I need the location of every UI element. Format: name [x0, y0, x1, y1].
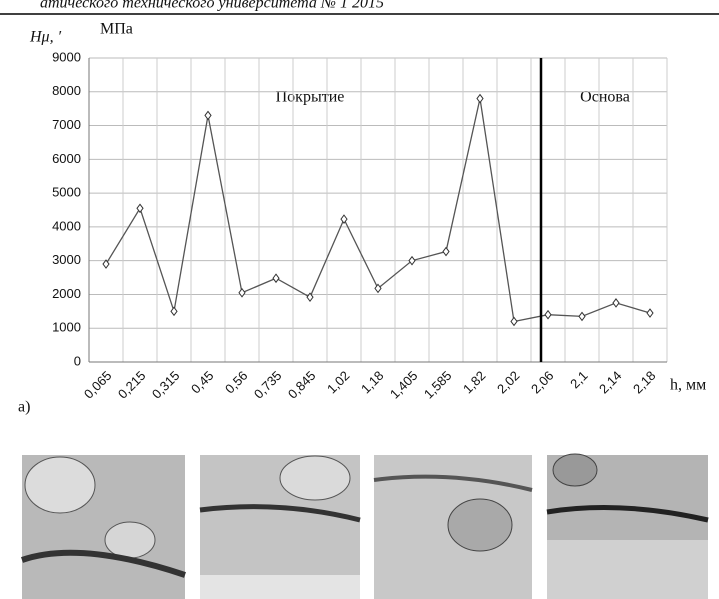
annotation: Основа	[580, 89, 630, 106]
x-tick-label: 0,56	[222, 368, 251, 397]
x-tick-label: 2,02	[494, 368, 523, 397]
x-label: h, мм	[670, 377, 706, 394]
marker	[578, 311, 586, 322]
marker	[306, 292, 314, 302]
particle	[24, 456, 96, 514]
pore	[373, 474, 533, 492]
y-tick-label: 8000	[52, 83, 81, 98]
x-tick-label: 1,585	[421, 368, 455, 402]
marker	[374, 283, 382, 294]
x-tick-label: 0,315	[149, 368, 183, 402]
annotation: Покрытие	[276, 89, 345, 106]
y-tick-label: 6000	[52, 151, 81, 166]
x-tick-label: 0,45	[188, 368, 217, 397]
pore	[546, 505, 709, 523]
pore	[199, 504, 361, 523]
marker	[238, 287, 246, 298]
marker	[408, 255, 416, 266]
panel-label: а)	[18, 399, 30, 416]
x-tick-label: 2,1	[567, 368, 590, 391]
marker	[646, 308, 654, 318]
y-unit: МПа	[100, 21, 133, 38]
x-tick-label: 0,215	[115, 368, 149, 402]
x-tick-label: 0,735	[251, 368, 285, 402]
y-tick-label: 1000	[52, 320, 81, 335]
x-tick-label: 1,82	[460, 368, 489, 397]
y-tick-label: 5000	[52, 185, 81, 200]
marker	[476, 93, 484, 104]
marker	[340, 214, 348, 224]
x-tick-label: 0,845	[285, 368, 319, 402]
y-tick-label: 4000	[52, 218, 81, 233]
substrate	[200, 575, 360, 599]
y-tick-label: 9000	[52, 49, 81, 64]
marker	[510, 316, 518, 327]
marker	[102, 259, 110, 269]
marker	[612, 298, 620, 308]
y-label: Hμ, ′	[29, 29, 62, 46]
marker	[272, 273, 280, 284]
x-tick-label: 0,065	[81, 368, 115, 402]
x-tick-label: 1,02	[324, 368, 353, 397]
header: атического технического университета № 1…	[40, 0, 384, 12]
substrate	[547, 540, 708, 599]
particle	[552, 453, 598, 487]
particle	[279, 455, 351, 501]
micrographs	[21, 453, 709, 599]
x-tick-label: 2,18	[630, 368, 659, 397]
y-tick-label: 3000	[52, 252, 81, 267]
y-tick-label: 0	[74, 353, 81, 368]
marker	[544, 309, 552, 320]
y-tick-label: 7000	[52, 117, 81, 132]
x-tick-label: 1,18	[358, 368, 387, 397]
particle	[104, 521, 156, 559]
pore	[21, 549, 186, 578]
marker	[136, 203, 144, 214]
marker	[170, 306, 178, 317]
marker	[204, 110, 212, 121]
x-tick-label: 2,14	[596, 368, 625, 397]
particle	[447, 498, 513, 552]
marker	[442, 246, 450, 257]
x-tick-label: 1,405	[387, 368, 421, 402]
y-tick-label: 2000	[52, 286, 81, 301]
x-tick-label: 2,06	[528, 368, 557, 397]
